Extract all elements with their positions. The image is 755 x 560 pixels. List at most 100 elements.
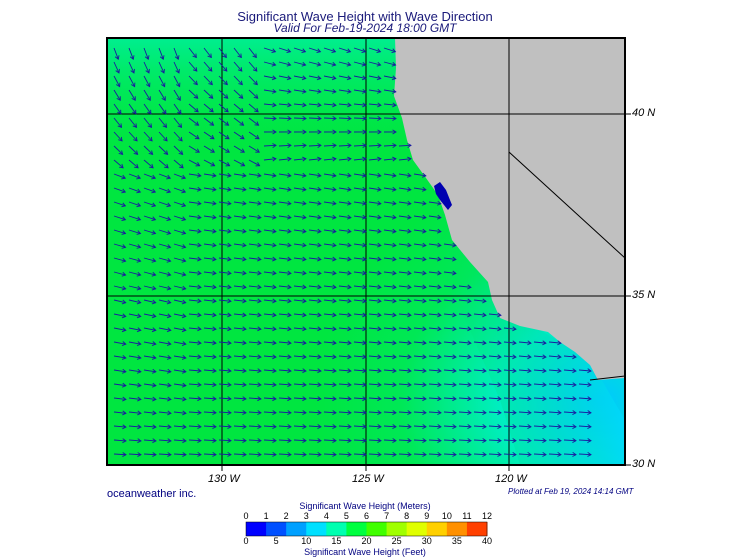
wave-arrow: [398, 397, 412, 400]
legend-feet-tick: 0: [243, 536, 249, 546]
wave-arrow: [188, 61, 198, 72]
wave-arrow-head: [332, 410, 337, 416]
wave-arrow: [188, 425, 202, 428]
wave-arrow: [323, 47, 336, 53]
wave-arrow: [323, 187, 336, 191]
wave-arrow: [383, 285, 396, 288]
wave-arrow-head: [177, 123, 183, 129]
wave-arrow: [413, 369, 426, 372]
wave-arrow-head: [512, 424, 517, 430]
wave-arrow-head: [347, 438, 352, 443]
wave-arrow: [533, 369, 546, 372]
wave-arrow: [308, 47, 321, 53]
wave-arrow: [203, 243, 216, 246]
wave-arrow-head: [209, 107, 214, 113]
wave-arrow-head: [194, 134, 200, 140]
wave-arrow-head: [287, 452, 292, 457]
wave-arrow-head: [347, 143, 352, 148]
wave-arrow-head: [467, 326, 472, 332]
wave-arrow-head: [392, 200, 397, 206]
wave-arrow-head: [317, 228, 322, 234]
wave-arrow: [203, 117, 214, 126]
wave-arrow-head: [347, 200, 352, 206]
wave-arrow: [143, 75, 151, 87]
wave-arrow-head: [151, 188, 157, 194]
credit-text: oceanweather inc.: [107, 488, 197, 500]
wave-arrow-head: [121, 188, 127, 194]
wave-arrow-head: [422, 256, 427, 262]
wave-arrow: [218, 355, 231, 358]
wave-arrow-head: [302, 368, 307, 374]
wave-arrow-head: [347, 156, 352, 162]
wave-arrow-head: [497, 452, 502, 457]
wave-arrow-head: [437, 242, 442, 248]
wave-arrow-head: [132, 109, 137, 115]
wave-arrow: [398, 285, 411, 288]
wave-arrow-head: [422, 200, 427, 206]
wave-arrow-head: [376, 88, 382, 94]
wave-arrow: [203, 103, 214, 113]
wave-arrow-head: [272, 129, 277, 135]
wave-arrow-head: [167, 452, 172, 457]
wave-arrow: [278, 341, 291, 344]
wave-arrow-head: [422, 340, 427, 346]
legend-meter-tick: 2: [283, 511, 289, 521]
wave-arrow-head: [242, 396, 247, 402]
wave-arrow-head: [287, 129, 292, 135]
wave-arrow-head: [392, 438, 397, 443]
wave-arrow-head: [146, 96, 151, 101]
wave-arrow: [248, 369, 261, 372]
wave-arrow: [428, 383, 441, 386]
wave-arrow-head: [482, 410, 487, 416]
wave-arrow: [143, 159, 154, 169]
wave-arrow-head: [332, 382, 337, 388]
wave-arrow: [263, 341, 276, 344]
wave-arrow-head: [587, 382, 592, 388]
wave-arrow: [128, 61, 135, 74]
wave-arrow-head: [147, 109, 152, 115]
wave-arrow: [338, 47, 351, 53]
wave-arrow: [158, 243, 171, 248]
wave-arrow: [398, 299, 411, 302]
wave-arrow: [278, 383, 291, 386]
wave-arrow: [338, 299, 351, 302]
graticule: [107, 38, 625, 465]
wave-arrow-head: [207, 53, 212, 59]
wave-arrow-head: [254, 107, 259, 113]
wave-arrow: [278, 397, 292, 400]
wave-arrow-head: [407, 312, 412, 318]
wave-arrow-head: [224, 134, 230, 140]
wave-arrow-head: [212, 340, 217, 346]
legend-feet-tick: 20: [361, 536, 372, 546]
wave-arrow-head: [149, 163, 154, 169]
legend-color-swatch: [266, 522, 287, 536]
wave-arrow: [323, 327, 336, 330]
wave-arrow-head: [121, 327, 127, 333]
wave-arrow: [413, 327, 426, 330]
wave-arrow: [428, 341, 441, 344]
wave-arrow: [218, 453, 232, 456]
wave-arrow: [413, 187, 426, 191]
wave-arrow-head: [332, 438, 337, 443]
wave-arrow: [128, 439, 141, 442]
wave-arrow-head: [212, 438, 217, 443]
wave-arrow: [173, 47, 179, 60]
wave-arrow-head: [346, 88, 352, 94]
wave-arrow: [428, 355, 441, 358]
wave-arrow: [188, 103, 199, 113]
wave-arrow: [353, 439, 367, 442]
legend-feet-tick: 30: [421, 536, 432, 546]
wave-arrow: [353, 243, 366, 246]
wave-arrow-head: [162, 109, 167, 115]
wave-arrow: [218, 159, 230, 167]
wave-arrow-head: [317, 354, 322, 360]
wave-arrow-head: [181, 174, 187, 180]
wave-arrow: [353, 341, 366, 344]
wave-arrow-head: [362, 156, 367, 162]
wave-arrow: [518, 355, 531, 358]
wave-arrow-head: [242, 256, 247, 262]
wave-arrow-head: [166, 230, 172, 235]
wave-arrow: [293, 144, 307, 147]
legend-meter-tick: 7: [384, 511, 390, 521]
wave-arrow-head: [239, 134, 245, 140]
